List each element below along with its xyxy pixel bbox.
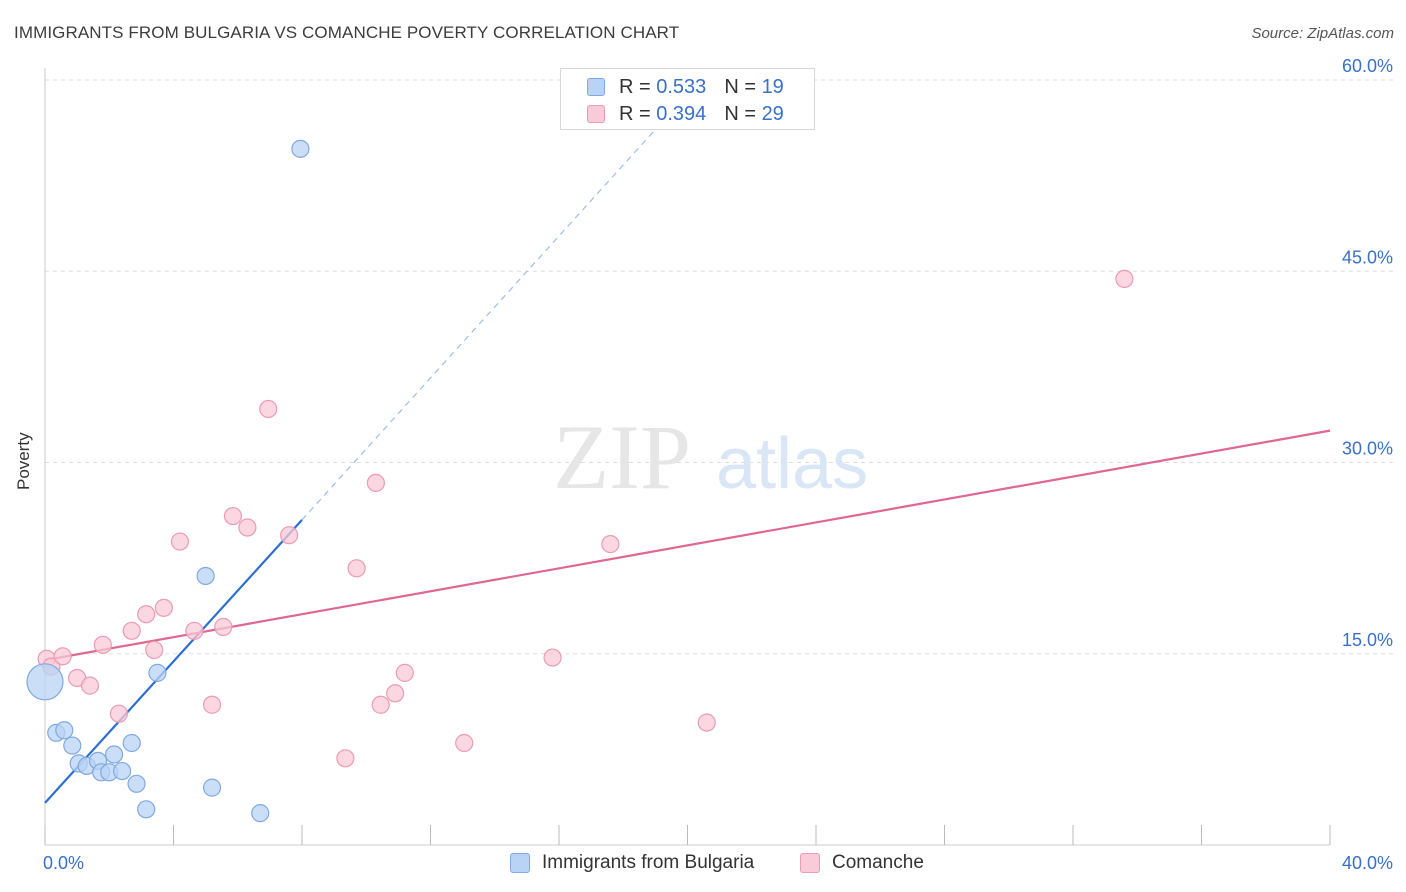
point-comanche: [185, 621, 204, 640]
point-comanche: [53, 647, 72, 666]
point-comanche: [202, 695, 222, 714]
legend-r-value: 0.533: [656, 75, 707, 98]
x-tick-label: 0.0%: [43, 853, 84, 873]
point-bulgaria: [127, 774, 146, 793]
point-bulgaria: [291, 139, 310, 158]
series-swatch-bulgaria: [510, 853, 530, 873]
point-comanche: [214, 617, 233, 637]
series-name-comanche: Comanche: [832, 852, 924, 873]
y-tick-label: 45.0%: [1342, 247, 1393, 267]
legend-row-bulgaria: R = 0.533 N = 19: [587, 74, 784, 100]
series-legend: Immigrants from Bulgaria Comanche: [0, 852, 1406, 878]
point-comanche: [223, 506, 243, 526]
series-legend-comanche[interactable]: Comanche: [800, 852, 924, 874]
point-comanche: [280, 526, 299, 545]
legend-swatch-bulgaria: [587, 78, 605, 96]
y-tick-label: 15.0%: [1342, 630, 1393, 650]
legend-r-label: R =: [619, 102, 651, 125]
point-comanche: [137, 605, 156, 624]
point-comanche: [371, 695, 390, 714]
watermark-atlas: atlas: [716, 424, 868, 504]
y-tick-label: 30.0%: [1342, 439, 1393, 459]
point-bulgaria: [196, 566, 215, 586]
legend-row-comanche: R = 0.394 N = 29: [587, 101, 784, 127]
series-swatch-comanche: [800, 853, 820, 873]
point-comanche: [366, 473, 385, 492]
point-bulgaria: [122, 733, 141, 753]
series-name-bulgaria: Immigrants from Bulgaria: [542, 852, 755, 873]
point-bulgaria: [148, 663, 167, 682]
trend-line-bulgaria-extension: [301, 93, 688, 521]
point-bulgaria: [202, 778, 222, 797]
y-axis-label: Poverty: [14, 432, 33, 490]
point-comanche: [347, 559, 366, 578]
source-label: Source: ZipAtlas.com: [1251, 25, 1394, 42]
correlation-legend: R = 0.533 N = 19 R = 0.394 N = 29: [560, 68, 815, 130]
axes: [44, 68, 1331, 846]
point-bulgaria: [112, 761, 132, 781]
trend-lines: [44, 93, 1331, 804]
point-comanche: [109, 704, 128, 723]
legend-n-label: N =: [724, 102, 756, 125]
point-comanche: [80, 676, 100, 695]
watermark: ZIP atlas: [553, 406, 868, 508]
point-comanche: [1115, 269, 1134, 288]
point-comanche: [455, 733, 474, 753]
point-comanche: [122, 621, 141, 640]
point-bulgaria: [251, 804, 270, 823]
point-comanche: [154, 598, 173, 617]
point-comanche: [145, 640, 164, 660]
trend-line-bulgaria: [44, 519, 303, 804]
point-comanche: [697, 713, 716, 732]
watermark-zip: ZIP: [553, 406, 691, 508]
point-bulgaria: [137, 800, 156, 819]
data-points: [26, 139, 1134, 823]
trend-line-comanche: [44, 429, 1331, 662]
legend-n-value: 29: [761, 102, 784, 125]
legend-n-label: N =: [724, 75, 756, 98]
point-comanche: [601, 534, 620, 554]
point-comanche: [386, 684, 405, 703]
legend-n-value: 19: [761, 75, 784, 98]
point-comanche: [238, 518, 257, 537]
legend-r-value: 0.394: [656, 102, 707, 125]
point-bulgaria: [104, 745, 124, 764]
legend-r-label: R =: [619, 75, 651, 98]
point-comanche: [170, 532, 190, 551]
point-comanche: [259, 399, 278, 419]
series-legend-bulgaria[interactable]: Immigrants from Bulgaria: [510, 852, 754, 874]
point-bulgaria: [55, 721, 74, 740]
y-tick-label: 60.0%: [1342, 56, 1393, 76]
point-bulgaria: [26, 663, 64, 701]
point-comanche: [543, 648, 562, 667]
grid-lines: [45, 79, 1395, 655]
chart-title: IMMIGRANTS FROM BULGARIA VS COMANCHE POV…: [14, 23, 680, 42]
point-bulgaria: [63, 736, 82, 755]
x-tick-label: 40.0%: [1342, 853, 1393, 873]
tick-labels: 15.0% 30.0% 45.0% 60.0% 0.0% 40.0%: [43, 56, 1393, 873]
point-comanche: [395, 663, 414, 682]
point-comanche: [93, 635, 112, 654]
legend-swatch-comanche: [587, 105, 605, 123]
point-comanche: [336, 749, 355, 768]
